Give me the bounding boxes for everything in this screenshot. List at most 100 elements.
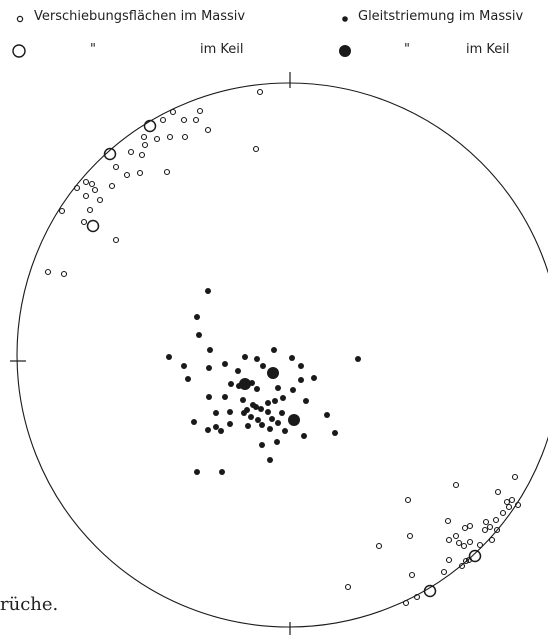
legend-large-open-circle-icon [12,44,26,58]
small-filled-dot-icon [260,363,266,369]
large-open-circle-icon [423,584,437,598]
small-filled-dot-icon [265,409,271,415]
small-filled-dot-icon [185,376,191,382]
small-open-circle-icon [514,501,522,509]
small-open-circle-icon [476,541,484,549]
small-filled-dot-icon [194,469,200,475]
small-filled-dot-icon [254,356,260,362]
small-open-circle-icon [508,496,516,504]
small-open-circle-icon [404,496,412,504]
small-open-circle-icon [445,536,453,544]
small-open-circle-icon [252,145,260,153]
small-filled-dot-icon [324,412,330,418]
small-filled-dot-icon [272,398,278,404]
small-filled-dot-icon [213,410,219,416]
large-open-circle-icon [143,119,157,133]
small-filled-dot-icon [290,387,296,393]
small-filled-dot-icon [332,430,338,436]
small-filled-dot-icon [301,433,307,439]
small-open-circle-icon [88,180,96,188]
small-open-circle-icon [413,593,421,601]
small-filled-dot-icon [311,375,317,381]
small-open-circle-icon [505,503,513,511]
small-filled-dot-icon [181,363,187,369]
small-open-circle-icon [138,151,146,159]
small-filled-dot-icon [206,394,212,400]
small-open-circle-icon [440,568,448,576]
small-open-circle-icon [169,108,177,116]
small-filled-dot-icon [267,457,273,463]
small-filled-dot-icon [242,354,248,360]
small-open-circle-icon [204,126,212,134]
small-open-circle-icon [82,192,90,200]
small-open-circle-icon [123,171,131,179]
small-open-circle-icon [112,163,120,171]
small-open-circle-icon [402,599,410,607]
small-filled-dot-icon [269,416,275,422]
small-open-circle-icon [499,509,507,517]
small-open-circle-icon [494,488,502,496]
small-open-circle-icon [406,532,414,540]
small-open-circle-icon [455,539,463,547]
small-open-circle-icon [60,270,68,278]
small-filled-dot-icon [206,365,212,371]
small-filled-dot-icon [191,419,197,425]
small-filled-dot-icon [227,421,233,427]
small-open-circle-icon [511,473,519,481]
small-filled-dot-icon [279,410,285,416]
small-open-circle-icon [256,88,264,96]
small-open-circle-icon [375,542,383,550]
small-open-circle-icon [180,116,188,124]
small-open-circle-icon [461,524,469,532]
small-open-circle-icon [112,236,120,244]
small-open-circle-icon [344,583,352,591]
small-open-circle-icon [462,557,470,565]
small-filled-dot-icon [218,428,224,434]
small-open-circle-icon [486,523,494,531]
small-open-circle-icon [192,116,200,124]
small-filled-dot-icon [249,380,255,386]
small-filled-dot-icon [275,385,281,391]
small-open-circle-icon [445,556,453,564]
caption-fragment: rüche. [0,594,59,615]
small-open-circle-icon [140,133,148,141]
fault-plane-poles [44,88,522,607]
small-filled-dot-icon [194,314,200,320]
small-filled-dot-icon [245,423,251,429]
small-open-circle-icon [44,268,52,276]
small-open-circle-icon [91,186,99,194]
legend-striation-wedge-label: im Keil [466,42,510,57]
small-filled-dot-icon [274,439,280,445]
small-open-circle-icon [444,517,452,525]
small-open-circle-icon [466,538,474,546]
small-open-circle-icon [86,206,94,214]
small-open-circle-icon [82,178,90,186]
small-open-circle-icon [58,207,66,215]
legend-planes-wedge-label: im Keil [200,42,244,57]
small-filled-dot-icon [196,332,202,338]
small-filled-dot-icon [355,356,361,362]
small-filled-dot-icon [258,406,264,412]
small-filled-dot-icon [222,361,228,367]
slickenside-lineations [166,288,361,475]
small-filled-dot-icon [265,400,271,406]
legend-ditto-mark: " [90,42,96,57]
small-open-circle-icon [163,168,171,176]
small-filled-dot-icon [259,422,265,428]
small-open-circle-icon [458,562,466,570]
small-open-circle-icon [460,542,468,550]
small-filled-dot-icon [282,428,288,434]
small-open-circle-icon [96,196,104,204]
large-filled-dot-icon [288,414,300,426]
small-open-circle-icon [153,135,161,143]
small-open-circle-icon [166,133,174,141]
small-filled-dot-icon [280,395,286,401]
small-filled-dot-icon [166,354,172,360]
small-open-circle-icon [159,116,167,124]
small-open-circle-icon [503,498,511,506]
large-filled-dot-icon [267,367,279,379]
small-open-circle-icon [196,107,204,115]
small-open-circle-icon [80,218,88,226]
small-filled-dot-icon [227,409,233,415]
small-open-circle-icon [141,141,149,149]
